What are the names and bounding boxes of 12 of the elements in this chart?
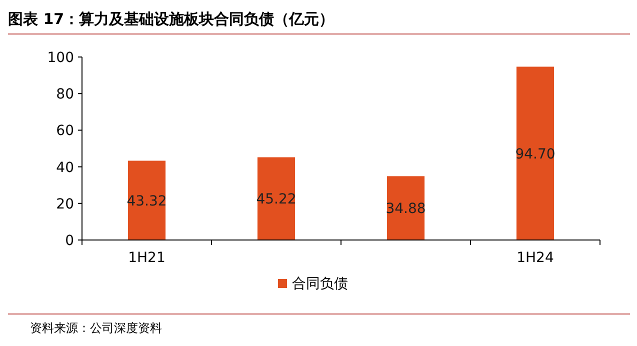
y-tick-label: 0 — [65, 233, 74, 249]
x-tick-label: 1H21 — [128, 250, 166, 266]
y-tick-label: 80 — [56, 86, 74, 103]
y-tick-label: 40 — [56, 160, 74, 176]
text: 资料来源：公司深度资料 — [30, 321, 162, 335]
x-tick-label: 1H24 — [516, 250, 554, 266]
chart-title: 图表 17：算力及基础设施板块合同负债（亿元） — [8, 10, 334, 28]
legend-label: 合同负债 — [292, 276, 348, 292]
y-tick-label: 20 — [56, 196, 74, 212]
bar — [516, 66, 554, 240]
y-tick-label: 100 — [47, 50, 74, 66]
y-tick-label: 60 — [56, 123, 74, 140]
